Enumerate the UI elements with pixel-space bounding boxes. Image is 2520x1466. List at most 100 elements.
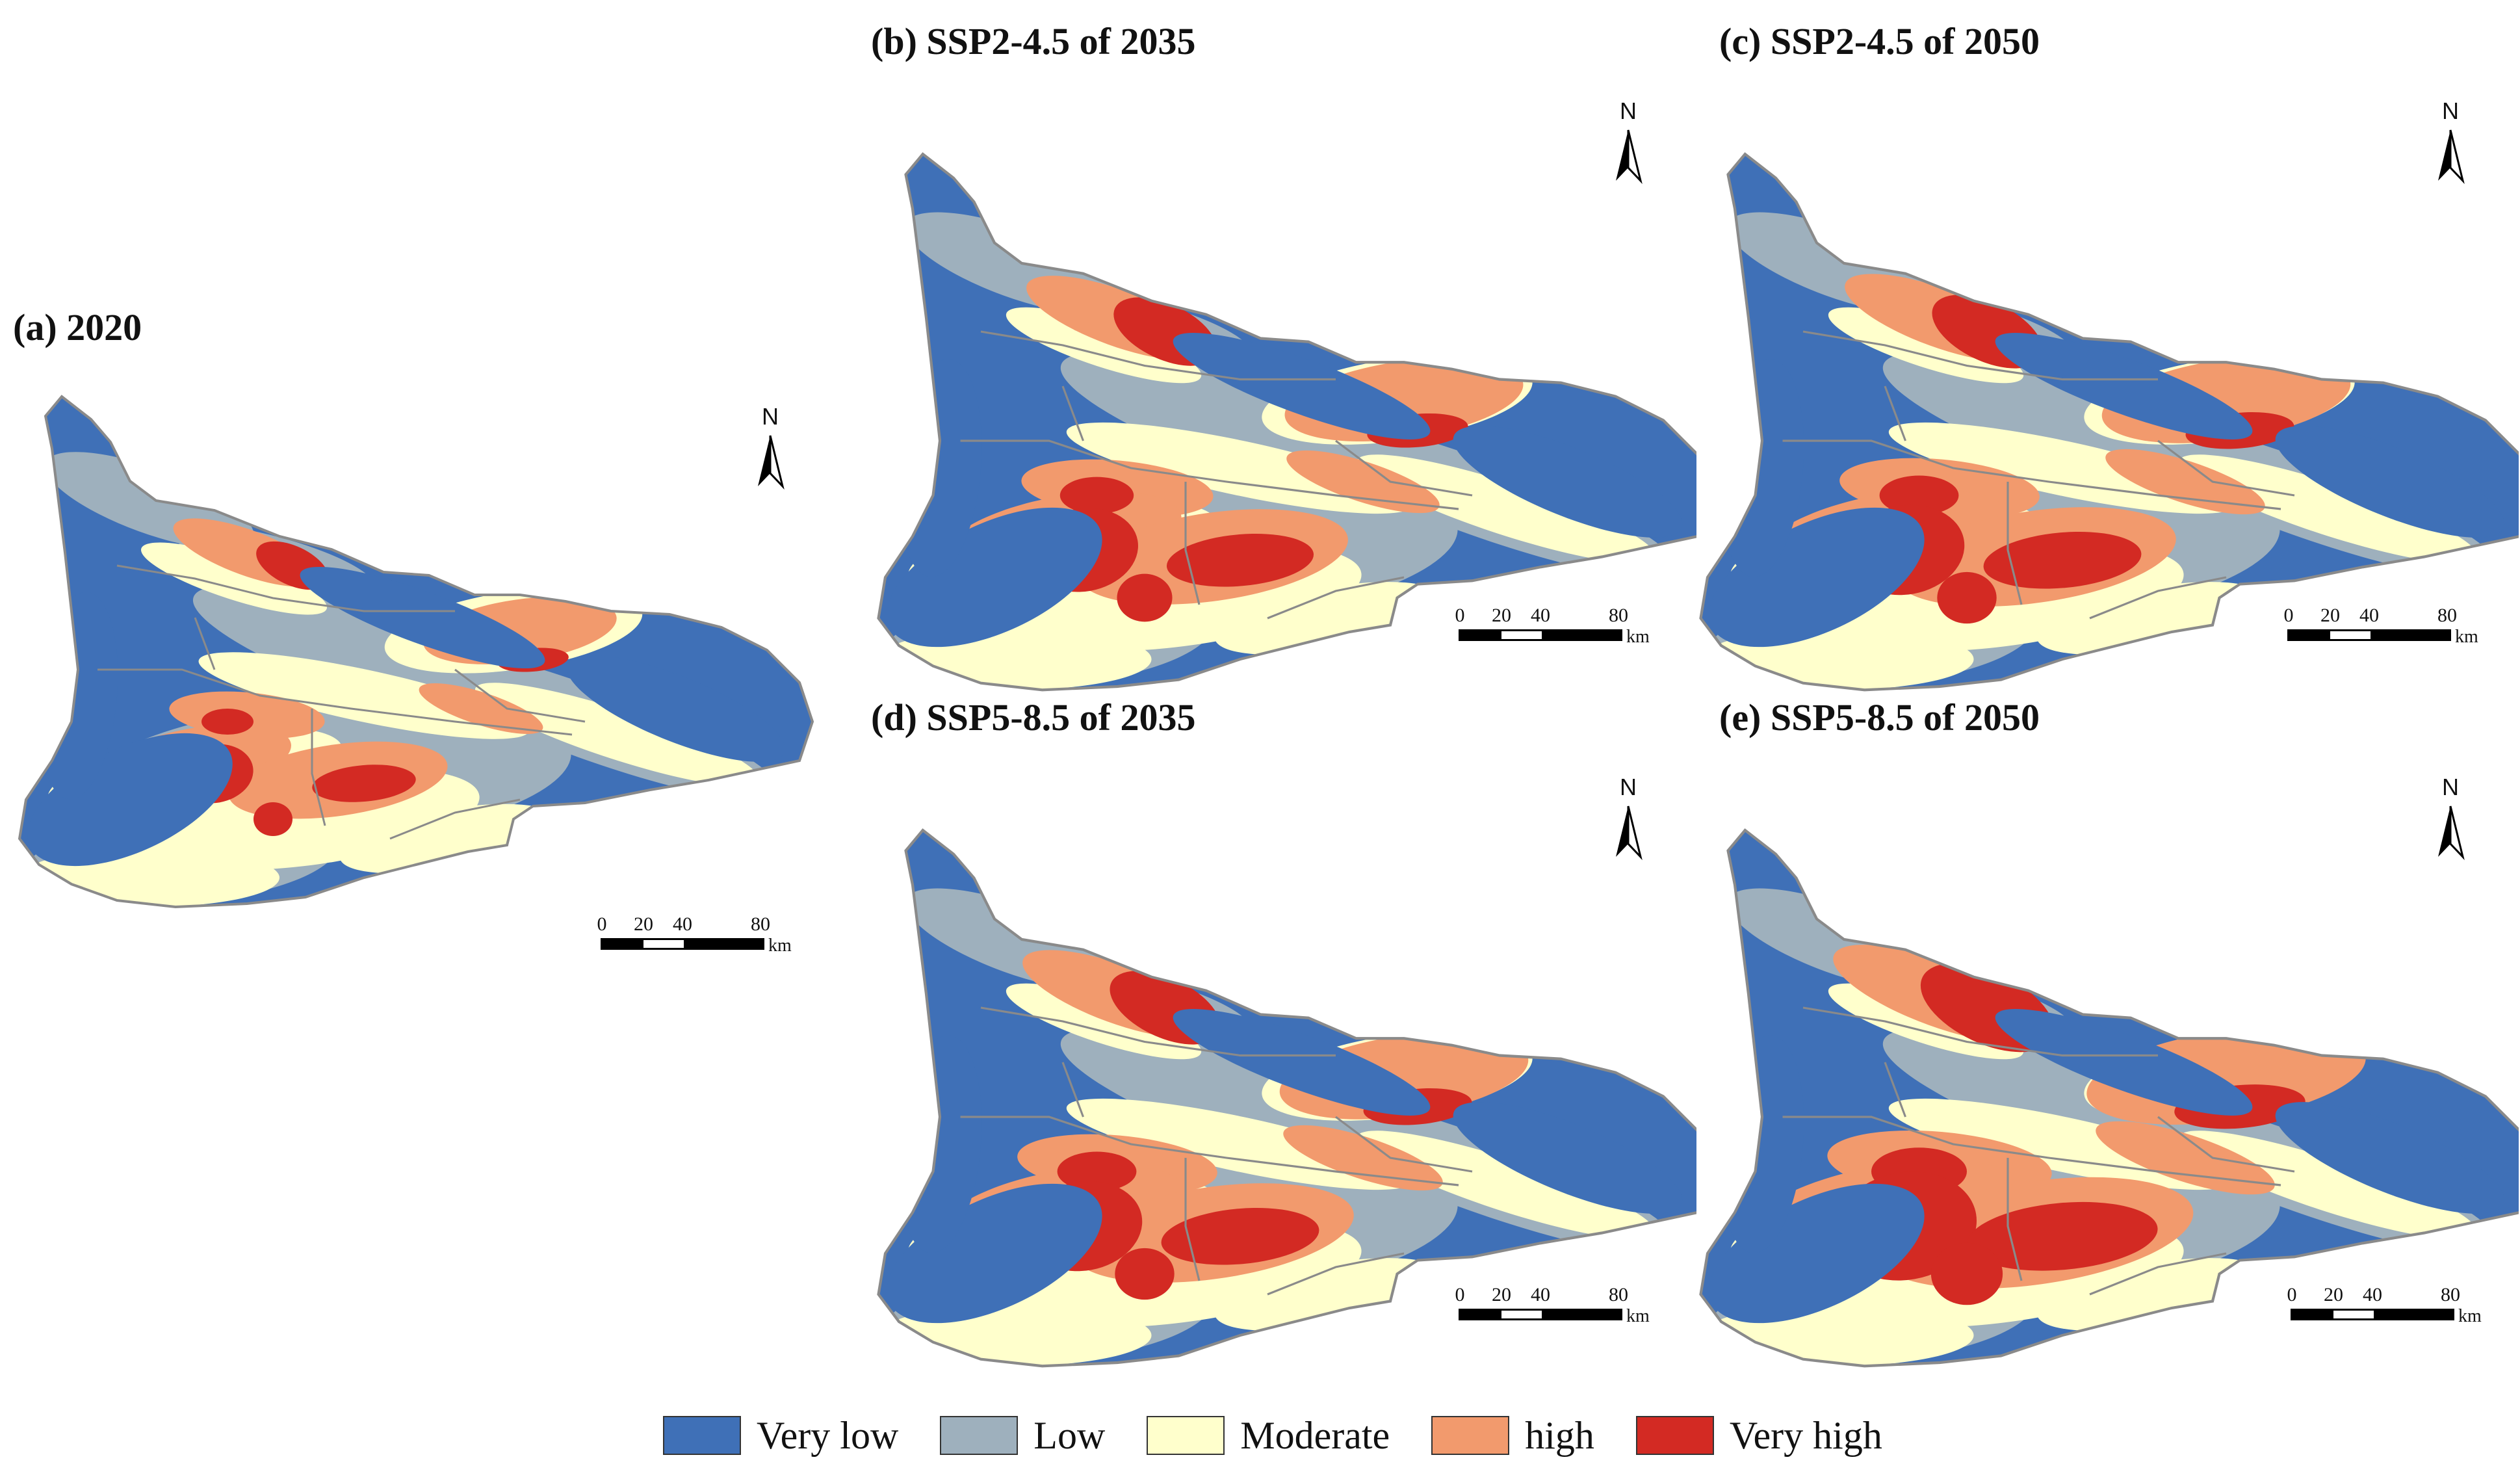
- scale-tick-80: 80: [1609, 1284, 1628, 1305]
- admin-boundary: [311, 709, 326, 826]
- risk-zone-very-low: [1173, 1009, 1431, 1116]
- risk-zone-very-high: [1057, 1151, 1137, 1192]
- scale-tick-80: 80: [751, 913, 770, 935]
- scale-tick-80: 80: [1609, 605, 1628, 626]
- legend-swatch-moderate: [1147, 1416, 1225, 1455]
- scale-tick-40: 40: [1531, 605, 1550, 626]
- risk-zone-moderate: [1214, 1258, 1444, 1331]
- north-arrow-b: N: [1605, 98, 1651, 189]
- region-outline: [877, 828, 1696, 1368]
- region-outline: [1699, 828, 2519, 1368]
- admin-boundary: [2157, 439, 2295, 497]
- region-outline: [18, 395, 814, 909]
- risk-zone-very-low: [1453, 1102, 1683, 1214]
- legend-label-very-high: Very high: [1729, 1413, 1882, 1457]
- risk-zone-moderate: [2036, 1258, 2266, 1331]
- scale-tick-80: 80: [2441, 1284, 2460, 1305]
- risk-zone-moderate: [1214, 582, 1444, 655]
- admin-boundary: [2089, 1252, 2227, 1296]
- risk-zone-very-high: [1161, 1207, 1319, 1265]
- risk-zone-very-low: [887, 507, 1102, 648]
- risk-zone-very-high: [1983, 531, 2142, 589]
- risk-map-c: [1699, 152, 2519, 692]
- legend-label-moderate: Moderate: [1240, 1413, 1390, 1457]
- panel-title-e: (e) SSP5-8.5 of 2050: [1719, 696, 2040, 739]
- risk-zone-moderate: [1357, 454, 1656, 564]
- scale-tick-40: 40: [2359, 605, 2379, 626]
- panel-title-a: (a) 2020: [13, 306, 142, 348]
- risk-zone-moderate: [2179, 454, 2478, 564]
- legend-swatch-very-high: [1635, 1416, 1714, 1455]
- admin-boundary: [1184, 481, 1201, 605]
- risk-zone-moderate: [339, 804, 558, 874]
- scale-tick-20: 20: [1492, 605, 1511, 626]
- risk-zone-very-low: [887, 1183, 1102, 1324]
- admin-boundary: [980, 330, 1336, 381]
- legend-swatch-high: [1431, 1416, 1510, 1455]
- map-panel-e: (e) SSP5-8.5 of 2050 N 0 20 40 80 km: [1680, 696, 2519, 1372]
- legend-label-high: high: [1525, 1413, 1594, 1457]
- admin-boundary: [2089, 576, 2227, 620]
- scale-unit: km: [2455, 627, 2478, 647]
- scale-bar-a: 0 20 40 80 km: [597, 913, 806, 959]
- risk-zone-very-low: [27, 733, 233, 867]
- risk-zone-very-high: [1117, 573, 1173, 622]
- admin-boundary: [980, 1006, 1336, 1057]
- scale-bar-e: 0 20 40 80 km: [2287, 1284, 2496, 1329]
- scale-tick-80: 80: [2437, 605, 2457, 626]
- north-arrow-icon: [2438, 805, 2465, 861]
- admin-boundary: [960, 439, 1459, 510]
- scale-unit: km: [768, 936, 792, 956]
- risk-zone-high: [419, 683, 543, 734]
- legend-label-low: Low: [1033, 1413, 1106, 1457]
- risk-zone-moderate: [1888, 422, 2237, 514]
- risk-map-a: [18, 395, 814, 909]
- legend-item-high: high: [1431, 1413, 1594, 1458]
- risk-zone-moderate: [140, 542, 328, 615]
- north-arrow-label: N: [1620, 774, 1637, 800]
- risk-zone-very-low: [1995, 1009, 2253, 1116]
- admin-boundary: [1061, 386, 1084, 441]
- north-arrow-label: N: [1620, 98, 1637, 124]
- scale-unit: km: [1626, 627, 1650, 647]
- risk-zone-very-low: [1173, 333, 1431, 439]
- north-arrow-icon: [758, 435, 785, 490]
- admin-boundary: [2007, 481, 2023, 605]
- admin-boundary: [960, 1116, 1459, 1186]
- north-arrow-label: N: [2442, 98, 2459, 124]
- risk-zone-high: [1286, 450, 1440, 514]
- risk-zone-moderate: [474, 683, 760, 787]
- admin-boundary: [1267, 576, 1405, 620]
- legend-swatch-low: [940, 1416, 1019, 1455]
- north-arrow-label: N: [762, 403, 779, 430]
- north-arrow-label: N: [2442, 774, 2459, 800]
- admin-boundary: [1884, 386, 1906, 441]
- scale-bar-white-segment: [2330, 631, 2371, 639]
- north-arrow-a: N: [747, 403, 793, 494]
- risk-zone-moderate: [1066, 1098, 1414, 1190]
- admin-boundary: [1267, 1252, 1405, 1296]
- scale-tick-40: 40: [2363, 1284, 2382, 1305]
- legend-item-moderate: Moderate: [1147, 1413, 1390, 1458]
- admin-boundary: [1184, 1157, 1201, 1281]
- risk-zone-moderate: [1006, 307, 1202, 384]
- scale-unit: km: [2458, 1306, 2482, 1326]
- risk-zone-very-high: [1930, 1242, 2003, 1305]
- scale-tick-40: 40: [1531, 1284, 1550, 1305]
- north-arrow-e: N: [2428, 774, 2473, 865]
- legend-item-very-high: Very high: [1635, 1413, 1882, 1458]
- risk-zone-very-high: [253, 802, 292, 836]
- legend: Very low Low Moderate high Very high: [663, 1409, 1924, 1461]
- admin-boundary: [1782, 439, 2281, 510]
- north-arrow-d: N: [1605, 774, 1651, 865]
- scale-bar-white-segment: [1501, 631, 1542, 639]
- scale-bar-b: 0 20 40 80 km: [1455, 605, 1664, 650]
- region-outline: [877, 152, 1696, 692]
- panel-title-d: (d) SSP5-8.5 of 2035: [871, 696, 1196, 739]
- risk-zone-very-low: [1709, 1183, 1925, 1324]
- scale-bar-d: 0 20 40 80 km: [1455, 1284, 1664, 1329]
- risk-zone-very-high: [201, 709, 253, 735]
- admin-boundary: [2157, 1116, 2295, 1173]
- risk-zone-very-low: [2275, 426, 2505, 538]
- admin-boundary: [194, 617, 216, 670]
